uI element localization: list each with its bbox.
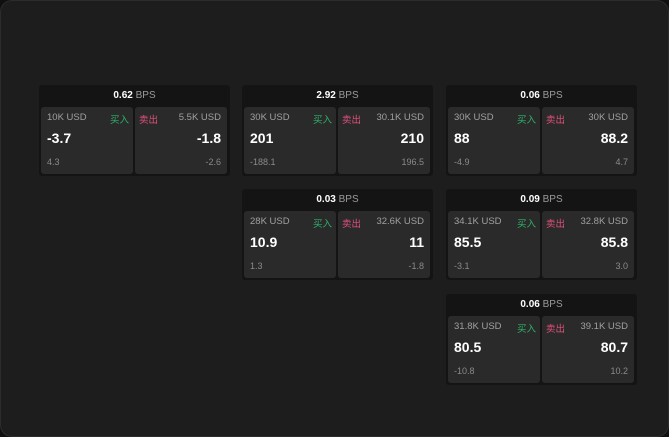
buy-label: 买入 xyxy=(312,115,332,126)
sell-change: 10.2 xyxy=(610,366,628,376)
sell-panel[interactable]: 5.5K USD 卖出 -1.8 -2.6 xyxy=(135,107,227,174)
spread-unit: BPS xyxy=(338,194,359,205)
sell-label: 卖出 xyxy=(546,324,566,335)
spread-unit: BPS xyxy=(542,90,563,101)
sell-size: 5.5K USD xyxy=(178,112,221,123)
buy-label: 买入 xyxy=(312,219,332,230)
sell-panel[interactable]: 32.6K USD 卖出 11 -1.8 xyxy=(338,211,430,278)
buy-change: -4.9 xyxy=(454,157,470,167)
sell-label: 卖出 xyxy=(546,219,566,230)
sell-panel[interactable]: 30.1K USD 卖出 210 196.5 xyxy=(338,107,430,174)
buy-panel[interactable]: 30K USD 买入 201 -188.1 xyxy=(244,107,336,174)
sell-price: 85.8 xyxy=(600,234,628,250)
sell-size: 30.1K USD xyxy=(376,112,424,123)
sell-panel[interactable]: 30K USD 卖出 88.2 4.7 xyxy=(542,107,634,174)
buy-panel[interactable]: 34.1K USD 买入 85.5 -3.1 xyxy=(448,211,540,278)
spread-header: 0.03 BPS xyxy=(242,189,433,210)
sell-label: 卖出 xyxy=(139,115,159,126)
sell-price: 88.2 xyxy=(600,130,628,146)
sell-panel[interactable]: 32.8K USD 卖出 85.8 3.0 xyxy=(542,211,634,278)
sell-size: 39.1K USD xyxy=(580,321,628,332)
sell-label: 卖出 xyxy=(342,219,362,230)
spread-unit: BPS xyxy=(542,194,563,205)
sell-label: 卖出 xyxy=(342,115,362,126)
buy-panel[interactable]: 31.8K USD 买入 80.5 -10.8 xyxy=(448,316,540,383)
buy-panel[interactable]: 28K USD 买入 10.9 1.3 xyxy=(244,211,336,278)
spread-value: 0.03 xyxy=(316,194,336,205)
sell-change: 196.5 xyxy=(401,157,424,167)
sell-label: 卖出 xyxy=(546,115,566,126)
sell-size: 30K USD xyxy=(588,112,628,123)
spread-value: 0.06 xyxy=(520,90,540,101)
spread-value: 0.06 xyxy=(520,299,540,310)
buy-size: 28K USD xyxy=(250,216,290,227)
quote-card: 0.03 BPS 28K USD 买入 10.9 1.3 32.6K USD 卖… xyxy=(242,189,433,280)
spread-value: 0.62 xyxy=(113,90,133,101)
buy-change: -3.1 xyxy=(454,261,470,271)
buy-label: 买入 xyxy=(109,115,129,126)
quote-card: 0.06 BPS 31.8K USD 买入 80.5 -10.8 39.1K U… xyxy=(446,294,637,385)
buy-size: 10K USD xyxy=(47,112,87,123)
buy-label: 买入 xyxy=(516,219,536,230)
buy-change: -188.1 xyxy=(250,157,276,167)
buy-label: 买入 xyxy=(516,324,536,335)
sell-change: -1.8 xyxy=(408,261,424,271)
buy-size: 30K USD xyxy=(250,112,290,123)
quote-card: 0.06 BPS 30K USD 买入 88 -4.9 30K USD 卖出 8… xyxy=(446,85,637,176)
quote-card: 2.92 BPS 30K USD 买入 201 -188.1 30.1K USD… xyxy=(242,85,433,176)
buy-price: 10.9 xyxy=(250,234,278,250)
buy-label: 买入 xyxy=(516,115,536,126)
sell-price: 210 xyxy=(400,130,424,146)
spread-header: 0.09 BPS xyxy=(446,189,637,210)
sell-size: 32.8K USD xyxy=(580,216,628,227)
buy-size: 30K USD xyxy=(454,112,494,123)
buy-change: -10.8 xyxy=(454,366,475,376)
spread-unit: BPS xyxy=(135,90,156,101)
buy-price: -3.7 xyxy=(47,130,72,146)
sell-size: 32.6K USD xyxy=(376,216,424,227)
buy-change: 1.3 xyxy=(250,261,263,271)
buy-panel[interactable]: 30K USD 买入 88 -4.9 xyxy=(448,107,540,174)
sell-change: -2.6 xyxy=(205,157,221,167)
spread-value: 0.09 xyxy=(520,194,540,205)
spread-value: 2.92 xyxy=(316,90,336,101)
spread-header: 0.06 BPS xyxy=(446,294,637,315)
sell-change: 3.0 xyxy=(615,261,628,271)
spread-unit: BPS xyxy=(338,90,359,101)
buy-price: 85.5 xyxy=(454,234,482,250)
buy-price: 80.5 xyxy=(454,339,482,355)
spread-header: 0.62 BPS xyxy=(39,85,230,106)
quote-card: 0.62 BPS 10K USD 买入 -3.7 4.3 5.5K USD 卖出… xyxy=(39,85,230,176)
sell-price: 80.7 xyxy=(600,339,628,355)
buy-panel[interactable]: 10K USD 买入 -3.7 4.3 xyxy=(41,107,133,174)
buy-price: 201 xyxy=(250,130,274,146)
quote-card: 0.09 BPS 34.1K USD 买入 85.5 -3.1 32.8K US… xyxy=(446,189,637,280)
buy-change: 4.3 xyxy=(47,157,60,167)
sell-price: -1.8 xyxy=(196,130,221,146)
spread-unit: BPS xyxy=(542,299,563,310)
buy-size: 34.1K USD xyxy=(454,216,502,227)
buy-size: 31.8K USD xyxy=(454,321,502,332)
spread-header: 0.06 BPS xyxy=(446,85,637,106)
sell-panel[interactable]: 39.1K USD 卖出 80.7 10.2 xyxy=(542,316,634,383)
buy-price: 88 xyxy=(454,130,470,146)
sell-change: 4.7 xyxy=(615,157,628,167)
sell-price: 11 xyxy=(409,234,424,250)
spread-header: 2.92 BPS xyxy=(242,85,433,106)
